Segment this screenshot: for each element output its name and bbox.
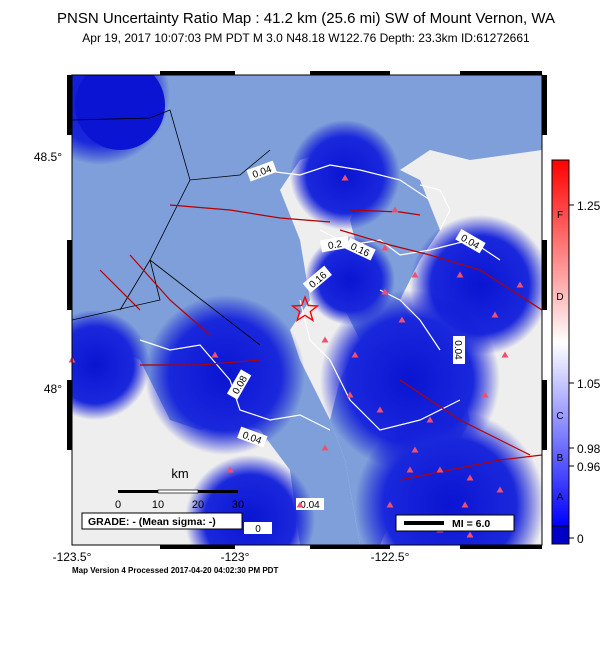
station-triangle	[496, 486, 504, 493]
station-triangle	[491, 311, 499, 318]
station-triangle	[351, 351, 359, 358]
station-triangle	[381, 288, 389, 295]
scale-tick: 20	[192, 499, 204, 511]
colorbar-value: 1.25	[577, 199, 601, 213]
station-triangle	[211, 351, 219, 358]
grade-letter: A	[557, 492, 564, 503]
station-triangle	[516, 281, 524, 288]
lon-tick-label: -122.5°	[371, 550, 410, 564]
contour-labels: 0.040.160.20.160.040.040.080.040.040	[226, 160, 486, 535]
station-triangle	[346, 391, 354, 398]
station-triangle	[386, 501, 394, 508]
scale-tick: 30	[232, 499, 244, 511]
colorbar-value: 1.05	[577, 377, 601, 391]
station-triangle	[398, 316, 406, 323]
frame-ticks	[67, 71, 547, 549]
grade-letter: D	[556, 292, 563, 303]
scale-tick: 10	[152, 499, 164, 511]
mi-legend-text: MI = 6.0	[452, 518, 490, 530]
station-triangle	[341, 174, 349, 181]
station-triangle	[501, 351, 509, 358]
svg-text:0: 0	[255, 524, 261, 535]
epicenter-star	[290, 295, 320, 322]
station-triangle	[381, 244, 389, 251]
station-triangle	[466, 531, 474, 538]
grade-box: GRADE: - (Mean sigma: -)	[81, 512, 243, 530]
map-version-footer: Map Version 4 Processed 2017-04-20 04:02…	[72, 566, 279, 575]
faults	[99, 204, 542, 481]
color-bar: 1.25 1.05 0.98 0.96 0 F D C B A	[551, 159, 601, 546]
scale-bar: km 0 10 20 30	[115, 466, 244, 511]
scale-unit: km	[171, 466, 188, 481]
station-triangle	[296, 501, 304, 508]
station-triangle	[226, 466, 234, 473]
station-triangle	[376, 406, 384, 413]
event-details: Apr 19, 2017 10:07:03 PM PDT M 3.0 N48.1…	[82, 31, 530, 45]
station-triangle	[411, 446, 419, 453]
svg-text:0.04: 0.04	[452, 340, 463, 360]
lon-tick-label: -123.5°	[53, 550, 92, 564]
colorbar-value: 0.96	[577, 460, 601, 474]
station-triangle	[321, 444, 329, 451]
lat-tick-label: 48.5°	[34, 150, 62, 164]
contour-label: 0.04	[452, 336, 465, 364]
station-triangle	[406, 466, 414, 473]
contour-label: 0	[244, 522, 272, 535]
map-area	[72, 75, 542, 545]
mi-legend: MI = 6.0	[395, 514, 515, 532]
svg-text:0.04: 0.04	[300, 500, 320, 511]
contour-label: 0.2	[319, 235, 350, 253]
svg-text:0.2: 0.2	[327, 239, 343, 252]
lat-tick-label: 48°	[44, 382, 62, 396]
lon-tick-label: -123°	[221, 550, 250, 564]
colorbar-value: 0	[577, 532, 584, 546]
grade-letter: C	[556, 411, 563, 422]
station-triangle	[456, 271, 464, 278]
colorbar-value: 0.98	[577, 442, 601, 456]
station-triangle	[481, 391, 489, 398]
station-triangle	[321, 336, 329, 343]
station-triangle	[461, 501, 469, 508]
station-triangle	[391, 206, 399, 213]
station-halos	[72, 75, 542, 545]
grade-letter: F	[557, 210, 563, 221]
grade-letter: B	[557, 453, 564, 464]
station-triangle	[436, 466, 444, 473]
station-triangle	[411, 271, 419, 278]
station-triangle	[426, 416, 434, 423]
boundary-lines	[72, 109, 271, 346]
scale-tick: 0	[115, 499, 121, 511]
station-triangle	[466, 474, 474, 481]
map-title: PNSN Uncertainty Ratio Map : 41.2 km (25…	[57, 10, 555, 27]
water-strait	[72, 75, 542, 545]
grade-text: GRADE: - (Mean sigma: -)	[88, 516, 216, 528]
